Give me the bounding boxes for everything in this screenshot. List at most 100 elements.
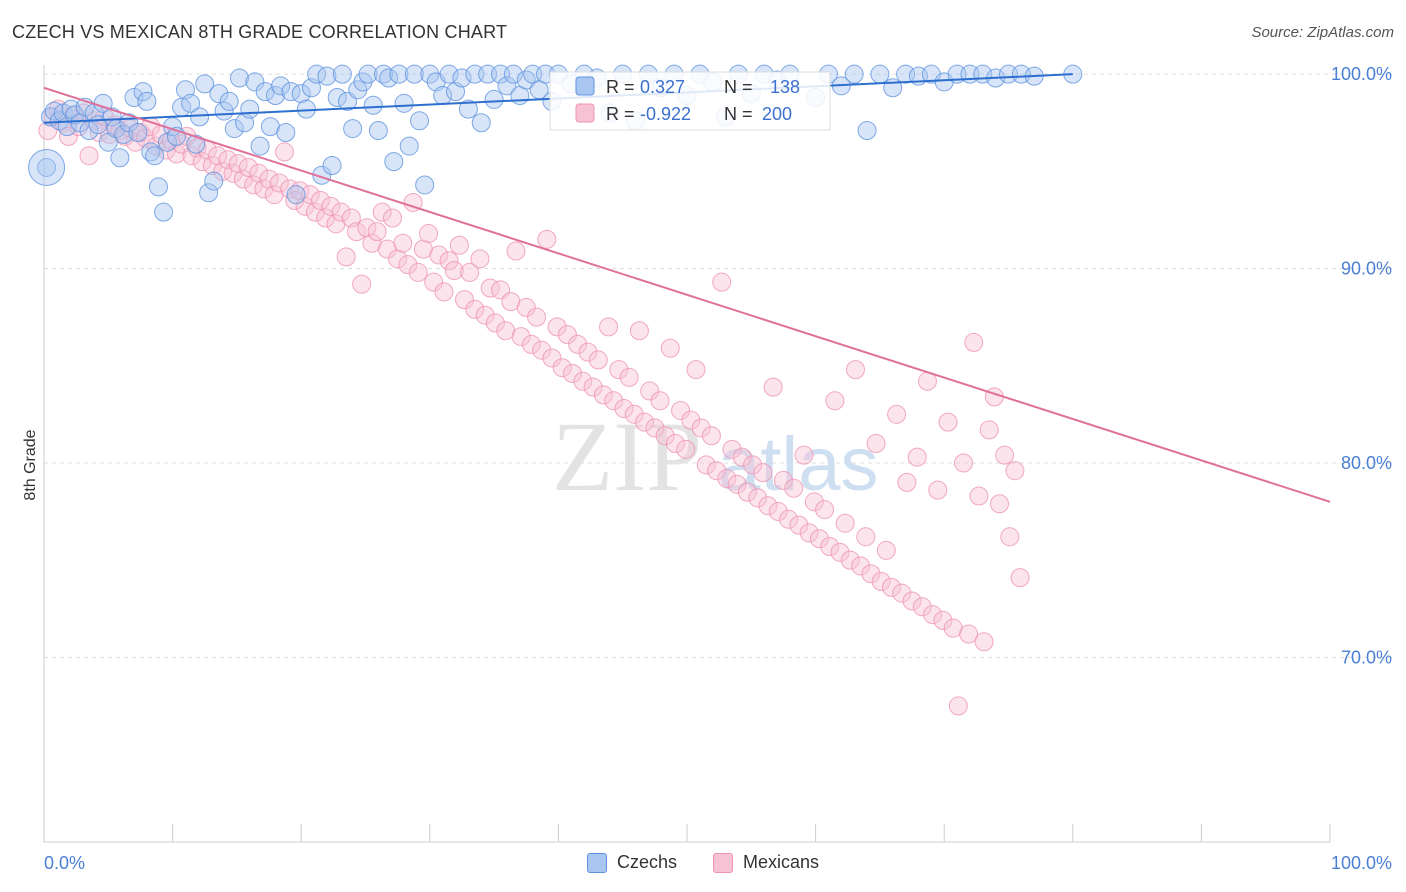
legend-label-mexicans: Mexicans [743,852,820,872]
legend-swatch-czechs [586,852,607,873]
y-tick-label-1: 90.0% [1341,259,1392,279]
stats-legend-box [549,71,831,131]
czech-point-85 [452,68,472,88]
czech-point-88 [471,113,491,133]
czech-point-37 [199,183,219,203]
czech-point-70 [368,121,388,141]
czech-point-71 [374,64,394,84]
mexican-point-185 [989,494,1009,514]
mexican-point-106 [583,377,603,397]
mexican-point-33 [208,146,228,166]
mexican-point-110 [604,391,624,411]
czech-point-26 [148,177,168,197]
czech-point-86 [458,99,478,119]
mexican-point-82 [460,262,480,282]
czech-n-label: N = [724,77,753,97]
mexican-point-167 [897,472,917,492]
czech-point-92 [497,76,517,96]
mexican-point-164 [881,577,901,597]
mexican-point-124 [676,439,696,459]
czech-point-27 [154,202,174,222]
mexican-point-58 [336,247,356,267]
mexican-point-49 [290,181,310,201]
mexican-stat-swatch [575,103,595,123]
mexican-point-121 [660,338,680,358]
legend-label-czechs: Czechs [616,852,677,872]
czech-point-68 [358,64,378,84]
mexican-point-140 [758,496,778,516]
czech-point-74 [389,64,409,84]
mexican-point-120 [655,426,675,446]
czech-point-124 [870,64,890,84]
y-axis-title: 8th Grade [22,429,39,500]
czech-point-33 [181,93,201,113]
mexican-point-147 [794,445,814,465]
mexican-point-115 [629,321,649,341]
czech-point-76 [399,136,419,156]
mexican-point-136 [737,482,757,502]
mexican-point-43 [259,169,279,189]
mexican-point-180 [964,332,984,352]
mexican-point-83 [465,299,485,319]
mexican-point-76 [429,245,449,265]
mexican-point-186 [995,445,1015,465]
mexican-point-57 [331,202,351,222]
y-tick-label-3: 70.0% [1341,647,1392,667]
mexican-point-177 [948,696,968,716]
czech-point-77 [404,64,424,84]
mexican-point-160 [861,564,881,584]
czech-point-24 [141,142,161,162]
mexican-point-104 [573,371,593,391]
mexican-point-103 [568,334,588,354]
czech-point-25 [145,146,165,166]
czech-point-23 [137,91,157,111]
mexican-point-75 [424,272,444,292]
mexican-point-46 [274,142,294,162]
y-tick-labels: 100.0% 90.0% 80.0% 70.0% [1331,64,1392,667]
mexican-n-label: N = [724,104,753,124]
watermark: ZIP atlas [552,401,879,512]
mexican-point-166 [892,583,912,603]
mexican-point-149 [804,492,824,512]
czech-point-15 [102,107,122,127]
mexican-point-78 [439,251,459,271]
mexican-point-131 [712,272,732,292]
czech-point-22 [133,82,153,102]
mexican-point-170 [912,597,932,617]
mexican-point-123 [671,400,691,420]
mexican-point-122 [665,434,685,453]
mexican-point-178 [953,453,973,473]
x-tick-label-left: 0.0% [44,853,85,873]
mexican-point-85 [475,305,495,325]
y-tick-label-0: 100.0% [1331,64,1392,84]
mexican-trend-line [43,86,1331,503]
mexican-point-158 [851,556,871,576]
czech-point-28 [157,132,177,152]
mexican-point-163 [876,540,896,560]
mexican-point-144 [779,509,799,529]
czech-point-69 [363,95,383,115]
mexican-point-116 [635,412,655,432]
mexican-point-61 [352,274,372,294]
mexican-point-133 [722,439,742,459]
mexican-point-143 [773,470,793,490]
mexican-point-132 [717,468,737,488]
czech-point-93 [503,64,523,84]
chart-title: CZECH VS MEXICAN 8TH GRADE CORRELATION C… [12,22,508,42]
czech-point-51 [271,76,291,96]
mexican-point-127 [691,418,711,438]
mexican-point-138 [748,488,768,508]
mexican-point-148 [799,523,819,543]
mexican-point-142 [768,502,788,522]
mexican-point-125 [681,410,701,430]
bottom-legend: Czechs Mexicans [0,852,1406,873]
mexican-point-130 [707,461,727,481]
czech-point-35 [190,107,210,127]
mexican-point-107 [588,350,608,370]
mexican-point-109 [599,317,619,337]
mexican-point-151 [815,500,835,520]
stats-legend: R = 0.327 N = 138 R = -0.922 N = 200 [549,71,831,131]
czech-point-47 [250,136,270,156]
mexican-point-155 [835,513,855,533]
mexican-point-119 [650,391,670,411]
